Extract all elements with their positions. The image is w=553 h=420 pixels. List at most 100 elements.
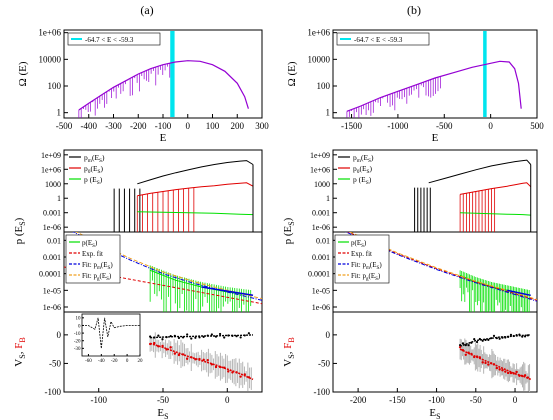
fb-point xyxy=(470,352,473,356)
fb-point xyxy=(169,346,172,349)
y-tick-label: -100 xyxy=(45,387,62,397)
vs-point xyxy=(190,337,193,340)
legend-label: p0​(ES​) xyxy=(84,164,104,175)
vs-point xyxy=(231,334,234,337)
fb-point xyxy=(239,375,242,378)
fb-point xyxy=(489,362,493,365)
legend-label: -64.7 < E < -59.3 xyxy=(354,36,403,44)
panel-b-top: -1500 -1000 -500 0 500 1 100 10000 1e+06 E Ω (E) -6… xyxy=(286,28,544,144)
y-tick-label: 1e-05 xyxy=(312,286,330,295)
density-of-states-curve xyxy=(346,60,522,112)
x-tick-label: -300 xyxy=(105,121,122,131)
exp-fit-line xyxy=(64,266,262,305)
inset-y-tick-label: 0 xyxy=(78,324,81,329)
y-tick-label: 1e-06 xyxy=(43,223,61,232)
y-axis-label-lower: VS​, FB​ xyxy=(282,337,296,366)
x-tick-label: -1500 xyxy=(341,121,362,131)
fb-point xyxy=(202,358,205,362)
x-axis-label: E xyxy=(432,132,439,144)
legend-label: Fit: pg​(ES​) xyxy=(82,272,112,282)
x-tick-label: 0 xyxy=(488,121,493,131)
vs-point xyxy=(504,336,507,339)
legend-label: p (ES​) xyxy=(84,175,103,186)
x-tick-label: -500 xyxy=(436,121,453,131)
inset-x-tick-label: -60 xyxy=(85,359,92,364)
y-tick-label: -100 xyxy=(314,387,331,397)
inset-x-tick-label: -20 xyxy=(111,359,118,364)
vs-point xyxy=(218,332,222,336)
vs-point xyxy=(198,336,201,339)
y-tick-label: -50 xyxy=(318,358,330,368)
vs-point xyxy=(173,334,176,337)
y-tick-label: 1e+06 xyxy=(307,28,330,38)
y-tick-label: 0.001 xyxy=(43,209,61,218)
vs-point xyxy=(484,338,487,342)
y-tick-label: 1e-06 xyxy=(312,223,330,232)
vs-point xyxy=(247,332,250,335)
x-tick-label: -100 xyxy=(428,395,445,405)
y-tick-label: 1e-06 xyxy=(43,303,61,312)
p-curve xyxy=(460,212,531,216)
y-tick-label: 100 xyxy=(317,81,331,91)
y-tick-label: 0.001 xyxy=(312,209,330,218)
fb-point xyxy=(475,355,479,358)
subplot-bottom xyxy=(148,332,254,392)
fb-point xyxy=(185,357,189,360)
legend-label: p(ES​) xyxy=(351,239,367,249)
vs-point xyxy=(492,334,496,337)
x-tick-label: -100 xyxy=(90,395,107,405)
curve-group xyxy=(78,60,249,118)
subplot-bottom xyxy=(458,333,532,392)
fb-point xyxy=(214,365,218,369)
subplot-top xyxy=(414,159,532,232)
plot-frame xyxy=(332,29,538,119)
fb-point xyxy=(492,363,496,366)
vs-point xyxy=(214,335,218,338)
energy-band xyxy=(483,31,487,117)
vs-point xyxy=(461,342,465,345)
vs-point xyxy=(459,344,462,347)
vs-point xyxy=(512,334,515,338)
fb-point xyxy=(247,376,251,379)
fb-point xyxy=(181,353,185,356)
x-tick-label: -150 xyxy=(389,395,406,405)
inset-curve xyxy=(82,317,140,349)
fb-point xyxy=(157,345,160,348)
y-tick-label: 1 xyxy=(326,108,331,118)
vs-point xyxy=(165,336,168,339)
vs-point xyxy=(243,334,246,337)
legend-label: Fit: pg​(ES​) xyxy=(351,272,381,282)
fb-point xyxy=(227,370,230,373)
vs-point xyxy=(521,335,524,338)
vs-point xyxy=(478,337,481,341)
pm-data-segment xyxy=(507,289,531,297)
fb-point xyxy=(473,355,476,359)
legend-label: pm​(ES​) xyxy=(84,153,105,164)
legend-label: Exp. fit xyxy=(351,250,372,258)
subplot-mid xyxy=(344,232,537,312)
vs-point xyxy=(181,336,185,339)
fb-point xyxy=(173,352,177,355)
fb-point xyxy=(495,366,499,370)
inset-x-tick-label: 0 xyxy=(126,359,129,364)
fb-point xyxy=(206,358,209,362)
x-tick-label: -500 xyxy=(56,121,73,131)
vs-point xyxy=(206,334,209,337)
fb-point xyxy=(501,369,504,372)
fb-point xyxy=(235,371,238,374)
vs-point xyxy=(473,337,476,341)
y-tick-label: 1e+09 xyxy=(310,151,330,160)
p0-curve xyxy=(460,182,532,195)
y-tick-label: 10000 xyxy=(39,54,62,64)
inset-x-tick-label: 20 xyxy=(138,359,144,364)
x-tick-label: -400 xyxy=(81,121,98,131)
x-tick-label: -50 xyxy=(470,395,482,405)
fb-point xyxy=(161,344,164,348)
y-axis-label: p (ES​) xyxy=(13,217,27,244)
legend-label: Exp. fit xyxy=(82,250,103,258)
vs-point xyxy=(186,333,189,336)
vs-curve xyxy=(459,334,531,347)
vs-point xyxy=(149,335,152,338)
